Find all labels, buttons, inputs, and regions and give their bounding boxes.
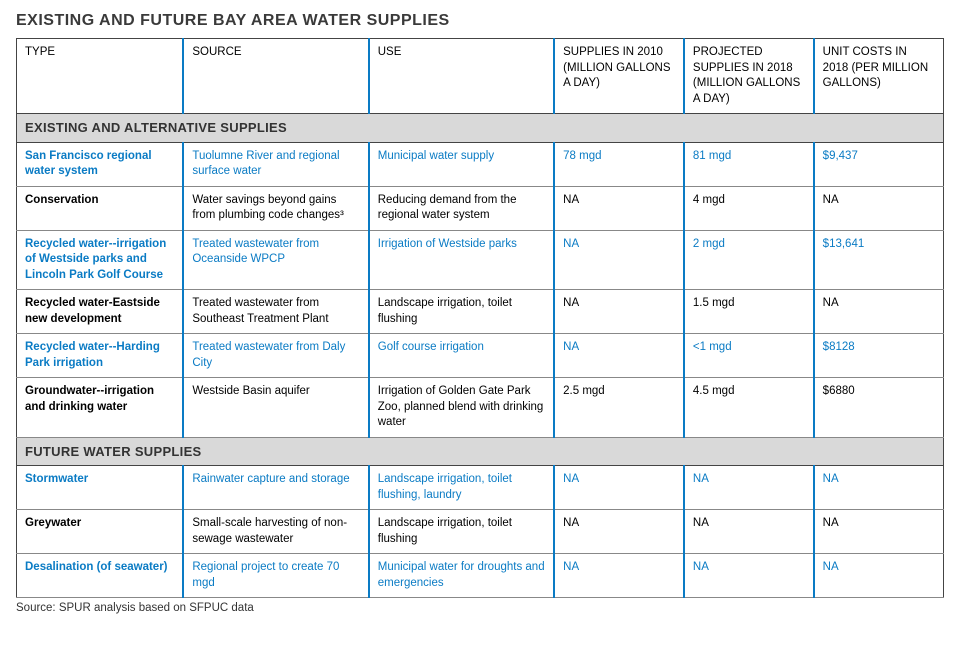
table-row: StormwaterRainwater capture and storageL… bbox=[17, 466, 944, 510]
table-cell: Municipal water supply bbox=[369, 142, 554, 186]
table-cell: 2.5 mgd bbox=[554, 378, 684, 438]
table-cell: NA bbox=[554, 510, 684, 554]
table-row: Groundwater--irrigation and drinking wat… bbox=[17, 378, 944, 438]
section-heading: EXISTING AND ALTERNATIVE SUPPLIES bbox=[17, 114, 944, 143]
table-cell: NA bbox=[814, 290, 944, 334]
col-type: TYPE bbox=[17, 39, 184, 114]
table-cell: Regional project to create 70 mgd bbox=[183, 554, 368, 598]
table-cell: Conservation bbox=[17, 186, 184, 230]
table-cell: Treated wastewater from Southeast Treatm… bbox=[183, 290, 368, 334]
table-cell: Rainwater capture and storage bbox=[183, 466, 368, 510]
table-cell: Stormwater bbox=[17, 466, 184, 510]
table-cell: Desalination (of seawater) bbox=[17, 554, 184, 598]
table-cell: NA bbox=[554, 230, 684, 290]
table-cell: Recycled water--irrigation of Westside p… bbox=[17, 230, 184, 290]
table-cell: NA bbox=[684, 554, 814, 598]
source-footer: Source: SPUR analysis based on SFPUC dat… bbox=[16, 602, 944, 614]
table-cell: NA bbox=[554, 466, 684, 510]
table-cell: $8128 bbox=[814, 334, 944, 378]
table-cell: NA bbox=[814, 186, 944, 230]
table-row: Recycled water-Eastside new developmentT… bbox=[17, 290, 944, 334]
table-cell: 4 mgd bbox=[684, 186, 814, 230]
table-cell: Landscape irrigation, toilet flushing bbox=[369, 290, 554, 334]
col-use: USE bbox=[369, 39, 554, 114]
table-row: San Francisco regional water systemTuolu… bbox=[17, 142, 944, 186]
table-cell: $13,641 bbox=[814, 230, 944, 290]
table-cell: Irrigation of Golden Gate Park Zoo, plan… bbox=[369, 378, 554, 438]
table-body: EXISTING AND ALTERNATIVE SUPPLIESSan Fra… bbox=[17, 114, 944, 598]
table-cell: Westside Basin aquifer bbox=[183, 378, 368, 438]
table-cell: NA bbox=[814, 466, 944, 510]
table-cell: NA bbox=[814, 554, 944, 598]
table-cell: NA bbox=[814, 510, 944, 554]
col-supplies-2018: PROJECTED SUPPLIES IN 2018 (MILLION GALL… bbox=[684, 39, 814, 114]
table-cell: Treated wastewater from Daly City bbox=[183, 334, 368, 378]
table-cell: NA bbox=[554, 290, 684, 334]
table-cell: Water savings beyond gains from plumbing… bbox=[183, 186, 368, 230]
table-header-row: TYPE SOURCE USE SUPPLIES IN 2010 (MILLIO… bbox=[17, 39, 944, 114]
table-cell: NA bbox=[554, 334, 684, 378]
page-title: EXISTING AND FUTURE BAY AREA WATER SUPPL… bbox=[16, 12, 944, 30]
table-cell: NA bbox=[554, 554, 684, 598]
table-row: Recycled water--irrigation of Westside p… bbox=[17, 230, 944, 290]
table-cell: Tuolumne River and regional surface wate… bbox=[183, 142, 368, 186]
table-cell: NA bbox=[684, 510, 814, 554]
table-cell: Treated wastewater from Oceanside WPCP bbox=[183, 230, 368, 290]
table-cell: 81 mgd bbox=[684, 142, 814, 186]
section-heading-row: EXISTING AND ALTERNATIVE SUPPLIES bbox=[17, 114, 944, 143]
table-cell: Golf course irrigation bbox=[369, 334, 554, 378]
table-cell: Landscape irrigation, toilet flushing bbox=[369, 510, 554, 554]
table-cell: Irrigation of Westside parks bbox=[369, 230, 554, 290]
table-cell: Landscape irrigation, toilet flushing, l… bbox=[369, 466, 554, 510]
table-cell: 1.5 mgd bbox=[684, 290, 814, 334]
table-cell: 78 mgd bbox=[554, 142, 684, 186]
table-cell: Reducing demand from the regional water … bbox=[369, 186, 554, 230]
col-unit-costs: UNIT COSTS IN 2018 (PER MILLION GALLONS) bbox=[814, 39, 944, 114]
table-cell: <1 mgd bbox=[684, 334, 814, 378]
table-row: Recycled water--Harding Park irrigationT… bbox=[17, 334, 944, 378]
section-heading-row: FUTURE WATER SUPPLIES bbox=[17, 437, 944, 466]
table-cell: Recycled water--Harding Park irrigation bbox=[17, 334, 184, 378]
table-row: GreywaterSmall-scale harvesting of non-s… bbox=[17, 510, 944, 554]
table-row: Desalination (of seawater)Regional proje… bbox=[17, 554, 944, 598]
table-cell: Recycled water-Eastside new development bbox=[17, 290, 184, 334]
table-cell: NA bbox=[684, 466, 814, 510]
table-cell: Small-scale harvesting of non-sewage was… bbox=[183, 510, 368, 554]
water-supplies-table: TYPE SOURCE USE SUPPLIES IN 2010 (MILLIO… bbox=[16, 38, 944, 598]
col-source: SOURCE bbox=[183, 39, 368, 114]
table-cell: 4.5 mgd bbox=[684, 378, 814, 438]
table-cell: $9,437 bbox=[814, 142, 944, 186]
table-cell: $6880 bbox=[814, 378, 944, 438]
section-heading: FUTURE WATER SUPPLIES bbox=[17, 437, 944, 466]
table-cell: Greywater bbox=[17, 510, 184, 554]
table-cell: Groundwater--irrigation and drinking wat… bbox=[17, 378, 184, 438]
table-row: ConservationWater savings beyond gains f… bbox=[17, 186, 944, 230]
table-cell: NA bbox=[554, 186, 684, 230]
table-cell: San Francisco regional water system bbox=[17, 142, 184, 186]
table-cell: Municipal water for droughts and emergen… bbox=[369, 554, 554, 598]
col-supplies-2010: SUPPLIES IN 2010 (MILLION GALLONS A DAY) bbox=[554, 39, 684, 114]
table-cell: 2 mgd bbox=[684, 230, 814, 290]
